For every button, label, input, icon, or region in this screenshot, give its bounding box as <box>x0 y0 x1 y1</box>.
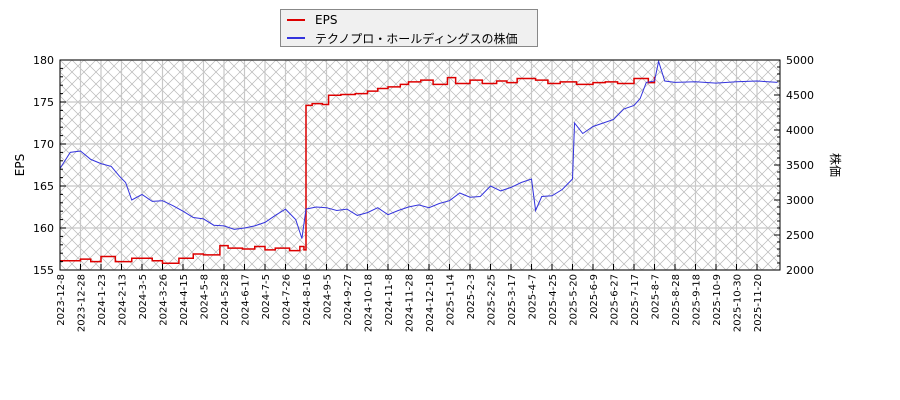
y-left-tick-label: 175 <box>33 96 54 109</box>
x-tick-label: 2024-11-28 <box>405 274 416 332</box>
x-tick-label: 2025-7-17 <box>630 274 641 326</box>
legend-label-stock-price: テクノプロ・ホールディングスの株価 <box>315 31 518 46</box>
legend-swatch-stock-price <box>287 37 305 39</box>
y-left-tick-label: 170 <box>33 138 54 151</box>
data-lines <box>59 59 778 265</box>
x-tick-label: 2024-6-17 <box>241 274 252 326</box>
x-tick-label: 2025-8-7 <box>651 274 662 319</box>
legend: EPS テクノプロ・ホールディングスの株価 <box>280 9 538 47</box>
x-tick-label: 2024-8-16 <box>302 274 313 326</box>
x-tick-label: 2023-12-8 <box>56 274 67 326</box>
x-tick-label: 2024-2-13 <box>118 274 129 326</box>
y-axis-left-title: EPS <box>13 154 27 176</box>
y-left-tick-label: 165 <box>33 180 54 193</box>
x-tick-label: 2024-3-26 <box>159 274 170 326</box>
x-tick-label: 2024-1-23 <box>97 274 108 326</box>
y-left-tick-label: 155 <box>33 264 54 277</box>
x-tick-label: 2024-12-18 <box>425 274 436 332</box>
x-tick-label: 2025-2-3 <box>466 274 477 319</box>
x-tick-label: 2023-12-28 <box>77 274 88 332</box>
y-axis-right-title: 株価 <box>828 153 843 177</box>
x-tick-label: 2024-5-8 <box>200 274 211 319</box>
plot-background <box>60 60 780 270</box>
stock-price-line <box>59 59 778 239</box>
y-right-tick-label: 5000 <box>786 54 814 67</box>
legend-item-stock-price: テクノプロ・ホールディングスの株価 <box>287 30 517 46</box>
x-tick-label: 2024-7-5 <box>261 274 272 319</box>
x-tick-label: 2025-10-9 <box>712 274 723 326</box>
x-tick-label: 2024-11-8 <box>384 274 395 326</box>
x-tick-label: 2025-3-17 <box>507 274 518 326</box>
x-tick-label: 2025-6-9 <box>589 274 600 319</box>
y-axis-right: 2000 2500 3000 3500 4000 4500 5000 <box>774 54 814 277</box>
x-tick-label: 2024-7-26 <box>282 274 293 326</box>
x-tick-label: 2024-10-18 <box>364 274 375 332</box>
x-tick-label: 2025-5-20 <box>569 274 580 326</box>
y-right-tick-label: 3000 <box>786 194 814 207</box>
x-tick-label: 2024-5-28 <box>220 274 231 326</box>
y-right-tick-label: 4500 <box>786 89 814 102</box>
x-tick-label: 2025-4-7 <box>528 274 539 319</box>
legend-label-eps: EPS <box>315 13 338 27</box>
legend-item-eps: EPS <box>287 12 337 28</box>
x-tick-label: 2025-4-25 <box>548 274 559 326</box>
y-right-tick-label: 4000 <box>786 124 814 137</box>
x-tick-label: 2025-2-25 <box>487 274 498 326</box>
x-tick-label: 2025-1-14 <box>446 274 457 326</box>
x-axis: 2023-12-8 2023-12-28 2024-1-23 2024-2-13 202… <box>56 264 764 332</box>
y-left-tick-label: 160 <box>33 222 54 235</box>
x-tick-label: 2025-8-28 <box>671 274 682 326</box>
y-right-tick-label: 3500 <box>786 159 814 172</box>
eps-line <box>60 76 656 265</box>
y-left-tick-label: 180 <box>33 54 54 67</box>
x-tick-label: 2025-9-18 <box>692 274 703 326</box>
y-right-tick-label: 2500 <box>786 229 814 242</box>
x-tick-label: 2024-9-27 <box>343 274 354 326</box>
y-axis-left: 155 160 165 170 175 180 <box>33 54 66 277</box>
x-tick-label: 2025-10-30 <box>733 274 744 332</box>
legend-swatch-eps <box>287 19 305 21</box>
x-tick-label: 2025-6-27 <box>610 274 621 326</box>
x-tick-label: 2024-3-5 <box>138 274 149 319</box>
x-tick-label: 2024-4-15 <box>179 274 190 326</box>
x-tick-label: 2024-9-5 <box>323 274 334 319</box>
x-tick-label: 2025-11-20 <box>753 274 764 332</box>
y-right-tick-label: 2000 <box>786 264 814 277</box>
